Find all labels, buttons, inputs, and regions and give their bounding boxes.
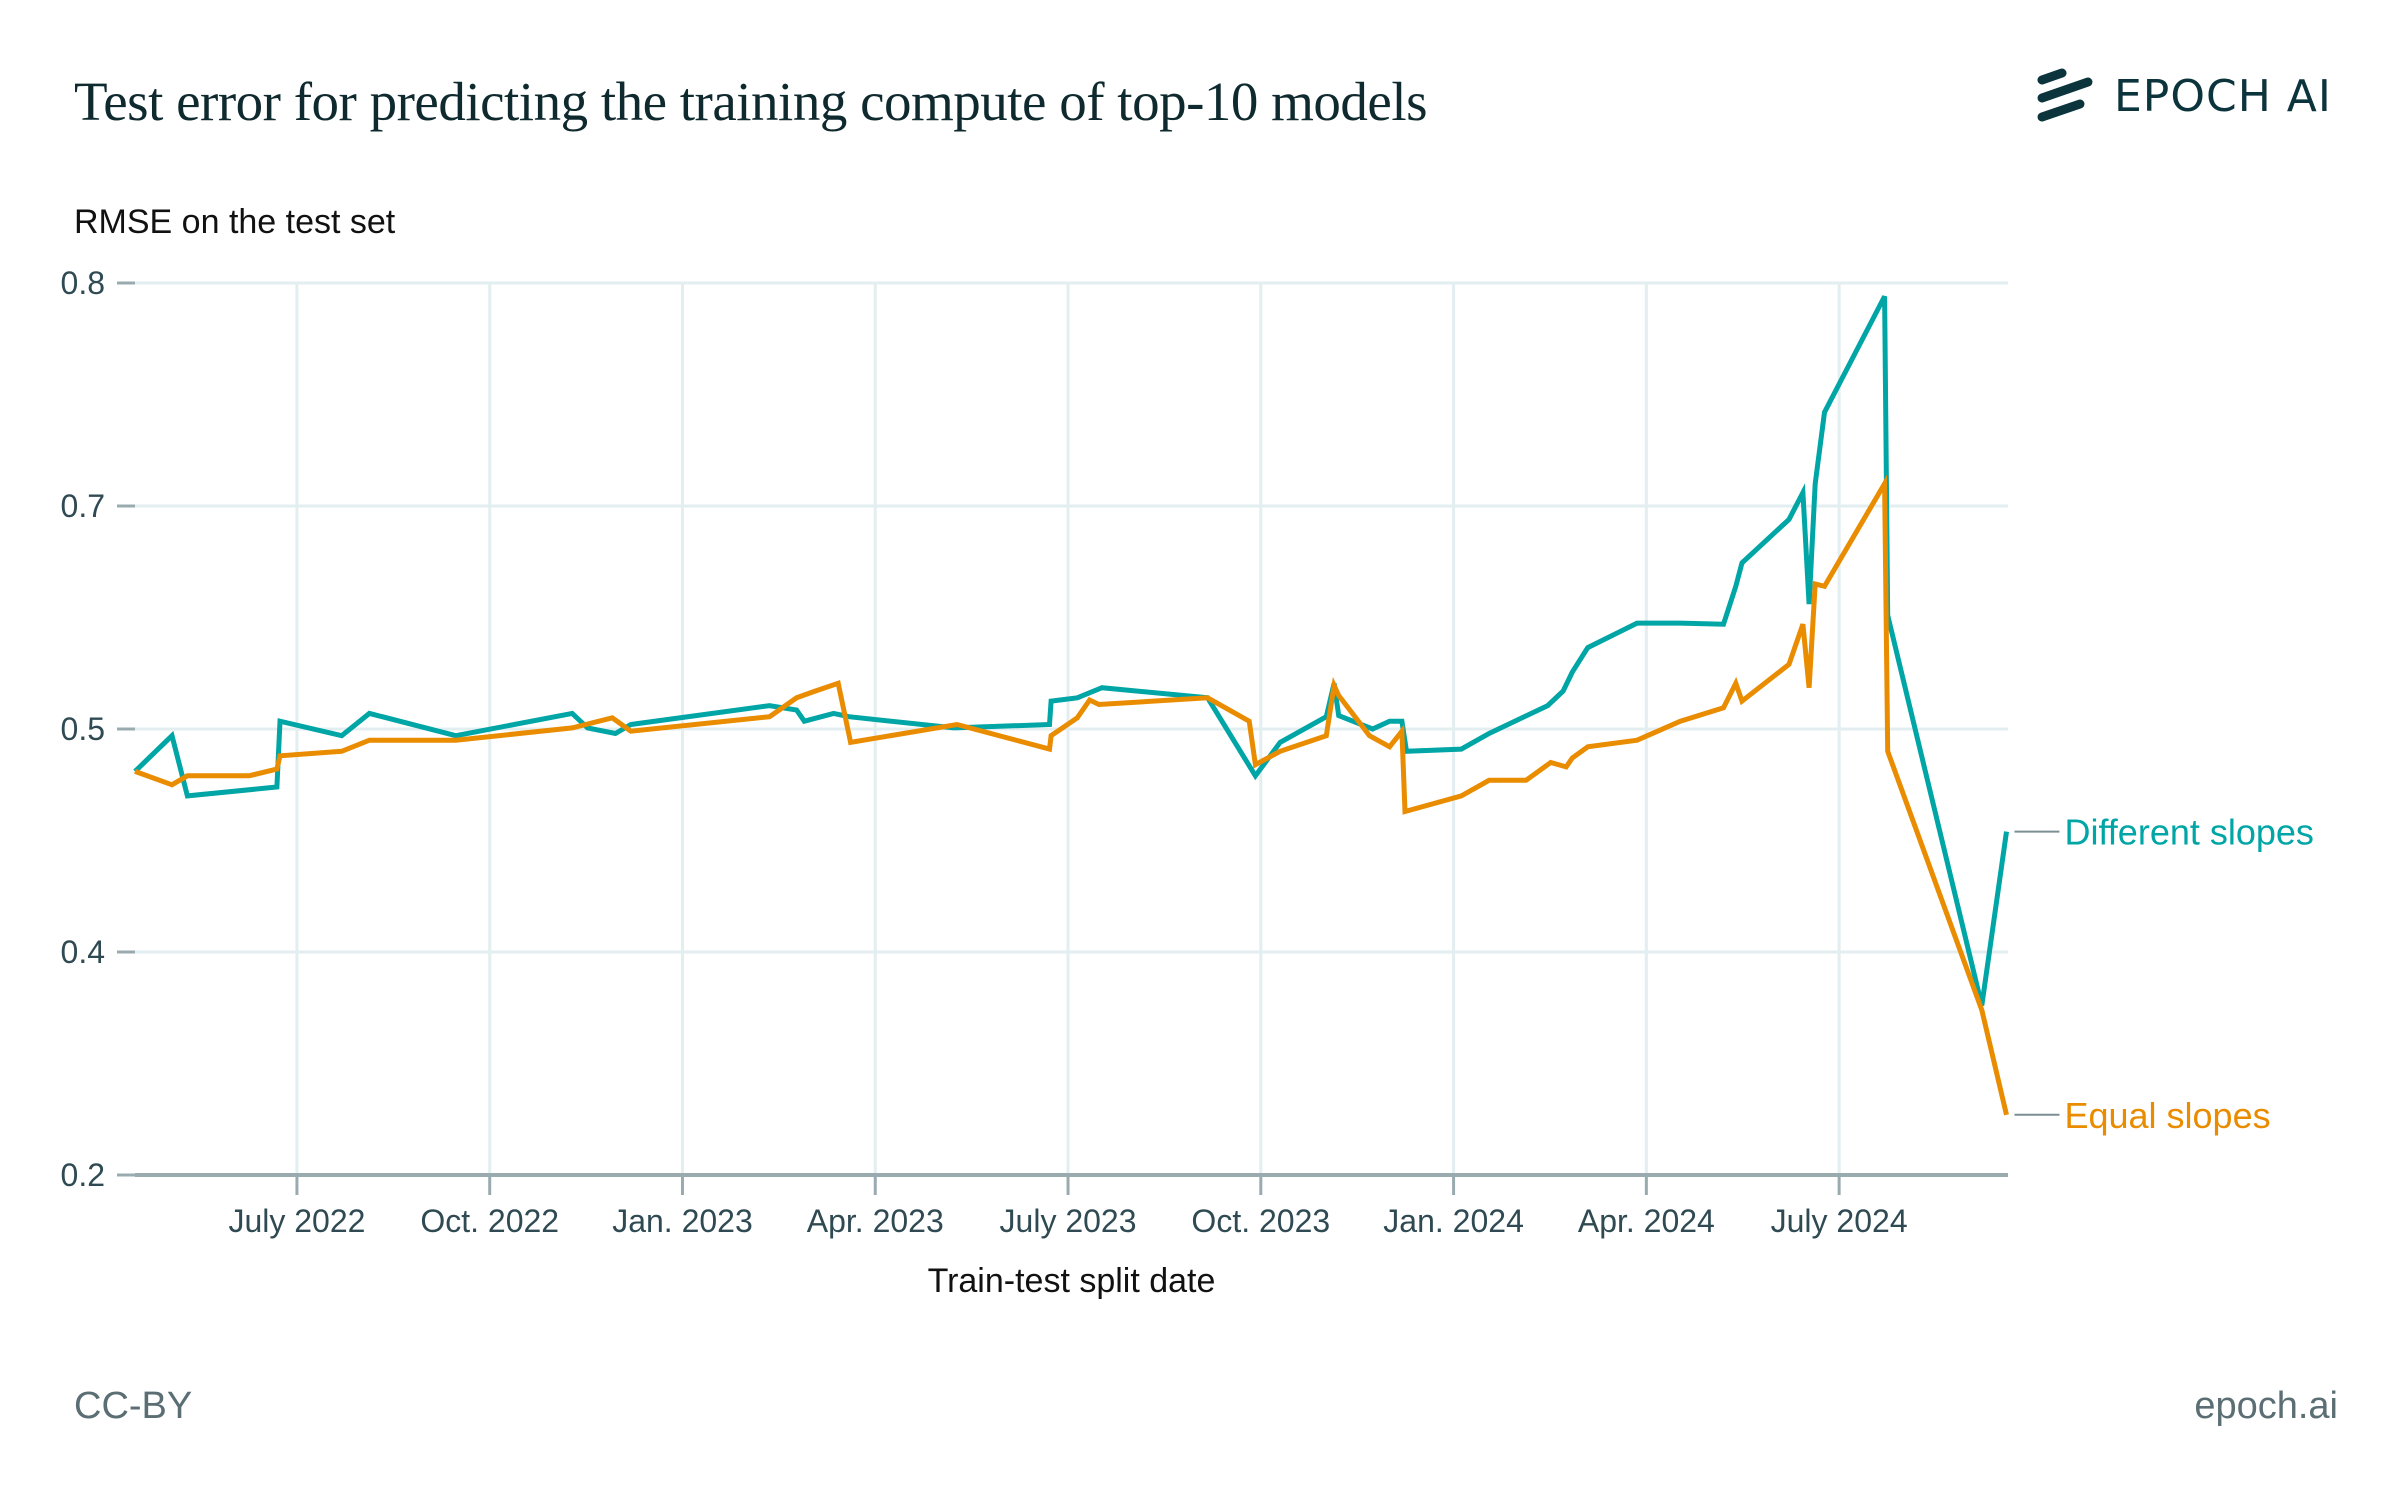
epoch-ai-logo[interactable]: EPOCH AI [2036, 66, 2332, 126]
epoch-logo-icon [2037, 68, 2093, 122]
x-tick-label: Oct. 2023 [1191, 1203, 1330, 1239]
y-axis-title: RMSE on the test set [74, 203, 396, 241]
chart-title: Test error for predicting the training c… [74, 71, 1428, 132]
x-axis-title: Train-test split date [927, 1262, 1216, 1300]
x-tick-label: Jan. 2023 [612, 1203, 753, 1239]
x-tick-label: Apr. 2024 [1578, 1203, 1715, 1239]
x-tick-label: Apr. 2023 [807, 1203, 944, 1239]
x-tick-label: July 2022 [228, 1203, 365, 1239]
axes: 0.8 0.7 0.5 0.4 0.2 July 2022 Oct. 2022 Jan. 20… [61, 265, 2008, 1239]
series-label-different-slopes: Different slopes [2064, 812, 2313, 853]
logo-text: EPOCH AI [2114, 70, 2332, 122]
y-tick-label: 0.7 [61, 488, 105, 524]
series-labels: Different slopes Equal slopes [2014, 812, 2314, 1136]
x-tick-label: July 2024 [1771, 1203, 1908, 1239]
y-tick-label: 0.4 [61, 934, 105, 970]
y-tick-label: 0.8 [61, 265, 105, 301]
series-label-equal-slopes: Equal slopes [2064, 1095, 2270, 1136]
series-lines [133, 295, 2009, 1116]
series-line-equal-slopes [134, 474, 2009, 1116]
site-link[interactable]: epoch.ai [2194, 1385, 2338, 1427]
license-label: CC-BY [74, 1385, 193, 1427]
x-tick-label: Oct. 2022 [420, 1203, 559, 1239]
x-tick-label: July 2023 [1000, 1203, 1137, 1239]
x-tick-label: Jan. 2024 [1383, 1203, 1524, 1239]
y-tick-label: 0.2 [61, 1157, 105, 1193]
grid [135, 281, 2008, 1175]
series-line-different-slopes [133, 295, 2009, 1007]
y-tick-label: 0.5 [61, 711, 105, 747]
